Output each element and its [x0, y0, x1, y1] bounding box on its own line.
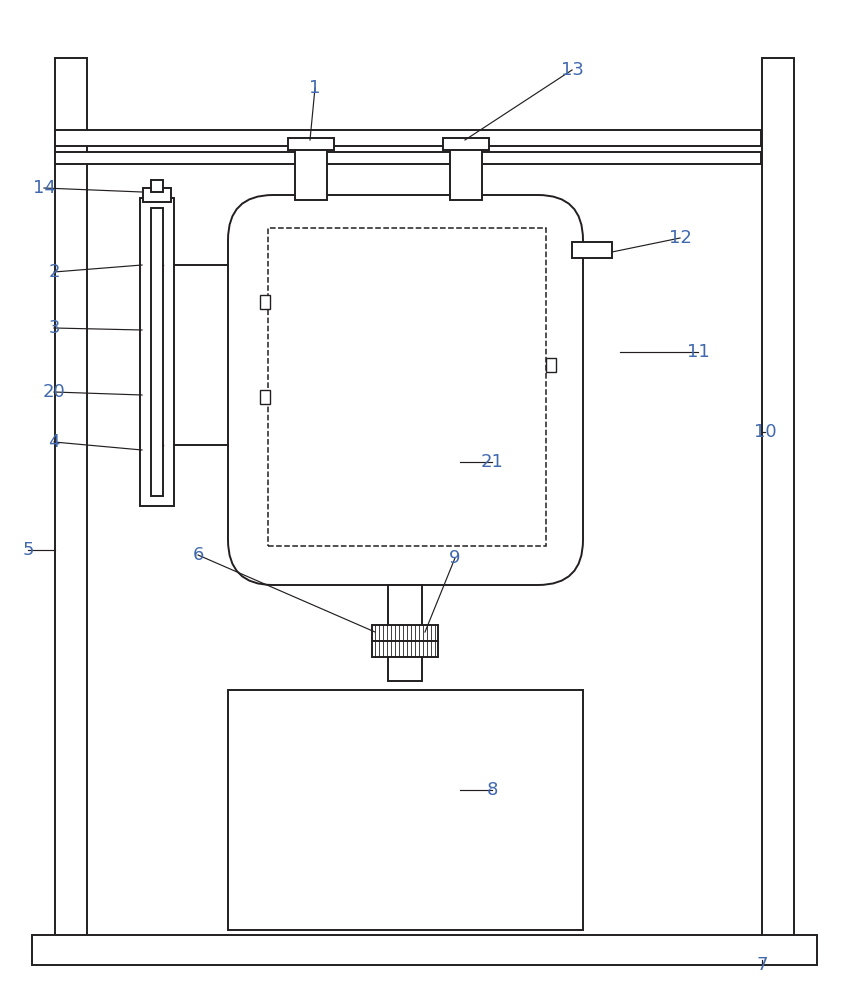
Text: 10: 10: [754, 423, 776, 441]
Text: 2: 2: [48, 263, 59, 281]
Text: 6: 6: [193, 546, 204, 564]
Text: 8: 8: [486, 781, 498, 799]
Bar: [228, 690, 583, 930]
Bar: [288, 138, 334, 150]
Bar: [268, 228, 546, 546]
Bar: [151, 180, 163, 192]
Text: 4: 4: [48, 433, 59, 451]
Bar: [32, 935, 817, 965]
Bar: [762, 58, 794, 953]
Bar: [443, 138, 489, 150]
Bar: [140, 198, 174, 506]
Text: 9: 9: [449, 549, 461, 567]
Text: 12: 12: [668, 229, 691, 247]
Bar: [388, 585, 422, 627]
Text: 20: 20: [42, 383, 65, 401]
Bar: [450, 143, 482, 200]
Text: 3: 3: [48, 319, 59, 337]
Text: 1: 1: [309, 79, 321, 97]
Text: 11: 11: [687, 343, 710, 361]
Bar: [546, 358, 556, 372]
Bar: [295, 143, 327, 200]
Text: 13: 13: [560, 61, 583, 79]
Bar: [55, 152, 761, 164]
Bar: [55, 58, 87, 953]
Bar: [260, 390, 270, 404]
Bar: [260, 295, 270, 309]
Text: 21: 21: [481, 453, 503, 471]
Text: 14: 14: [32, 179, 55, 197]
FancyBboxPatch shape: [228, 195, 583, 585]
Bar: [151, 208, 163, 496]
Text: 5: 5: [22, 541, 34, 559]
Bar: [388, 657, 422, 681]
Bar: [372, 625, 438, 641]
Bar: [372, 641, 438, 657]
Bar: [143, 188, 171, 202]
Bar: [55, 130, 761, 146]
Text: 7: 7: [756, 956, 767, 974]
Bar: [572, 242, 612, 258]
